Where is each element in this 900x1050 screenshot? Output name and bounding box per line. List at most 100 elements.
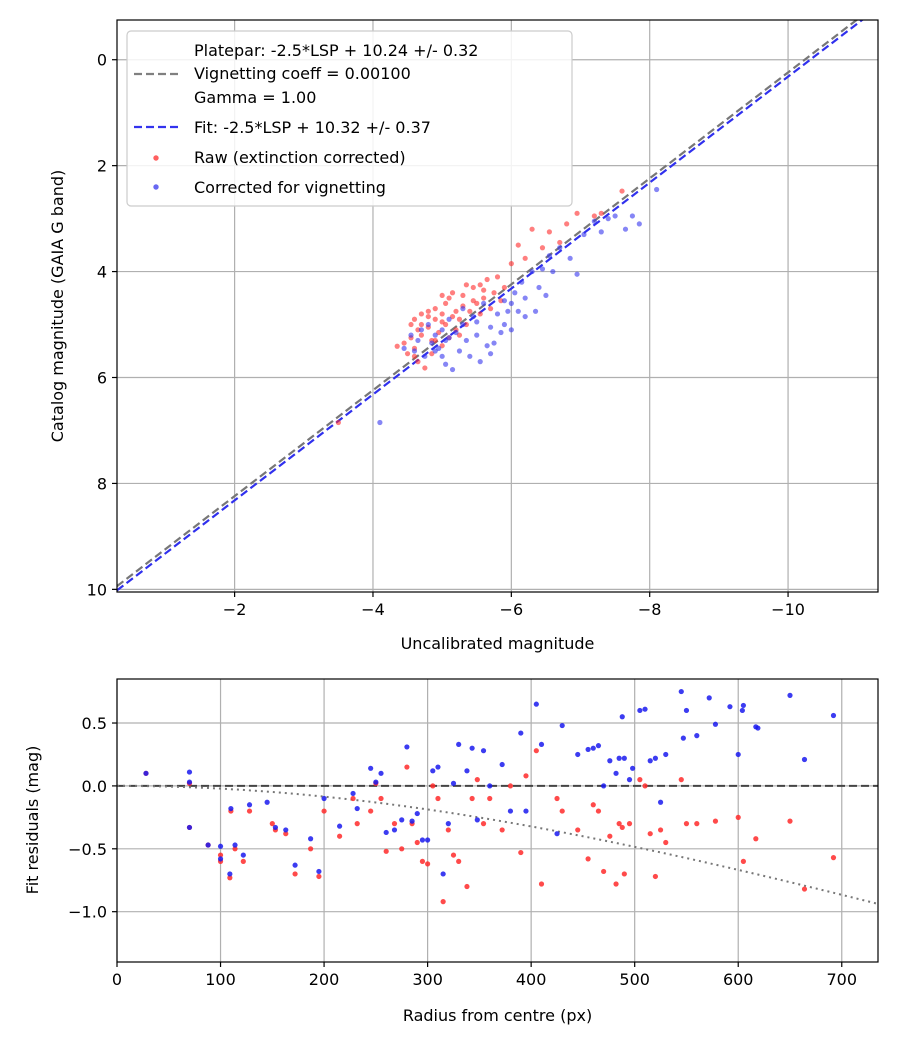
- raw-point: [712, 818, 719, 824]
- corrected-point: [377, 419, 383, 426]
- raw-point: [453, 308, 459, 314]
- corrected-point: [598, 229, 604, 235]
- corrected-point: [581, 231, 587, 238]
- corrected-point: [642, 706, 648, 712]
- raw-point: [418, 311, 424, 317]
- corrected-point: [435, 764, 441, 770]
- x-tick-label: 700: [826, 970, 857, 989]
- raw-point: [694, 821, 700, 827]
- corrected-point: [523, 808, 529, 814]
- corrected-point: [727, 704, 733, 710]
- corrected-point: [373, 779, 379, 785]
- corrected-point: [505, 308, 511, 314]
- raw-point: [432, 316, 438, 322]
- raw-point: [559, 808, 565, 814]
- raw-point: [415, 359, 421, 365]
- corrected-point: [507, 808, 514, 814]
- corrected-point: [450, 780, 457, 786]
- corrected-point: [321, 795, 327, 802]
- corrected-point: [801, 756, 808, 763]
- raw-point: [469, 795, 475, 802]
- top-axes-frame: [116, 19, 879, 593]
- corrected-point: [619, 714, 625, 720]
- fit-line-fit: [117, 20, 864, 592]
- raw-point: [564, 221, 570, 227]
- y-tick-label: 0.5: [82, 714, 107, 733]
- corrected-point: [515, 308, 521, 314]
- corrected-point: [429, 340, 435, 346]
- corrected-point: [519, 279, 525, 285]
- raw-point: [554, 795, 560, 802]
- catalog-vs-uncalibrated-plot: −2 −4 −6 −8 −10 0 2 4 6 8 10 Uncalibrated magnitud…: [48, 19, 879, 653]
- raw-point: [439, 292, 445, 299]
- corrected-point: [272, 824, 279, 831]
- corrected-point: [487, 324, 494, 330]
- corrected-point: [460, 321, 466, 328]
- corrected-point: [546, 253, 552, 259]
- corrected-point: [559, 722, 565, 729]
- raw-point: [401, 340, 407, 346]
- corrected-point: [391, 827, 398, 833]
- corrected-point: [538, 741, 545, 748]
- raw-point: [523, 773, 529, 779]
- corrected-point: [430, 768, 436, 774]
- raw-point: [595, 808, 602, 814]
- corrected-point: [621, 755, 627, 761]
- corrected-point: [575, 751, 581, 758]
- raw-point: [663, 839, 669, 846]
- top-y-axis-label: Catalog magnitude (GAIA G band): [48, 170, 67, 442]
- corrected-point: [446, 316, 452, 322]
- raw-point: [435, 795, 441, 802]
- y-tick-label: 8: [97, 474, 107, 493]
- corrected-point: [616, 755, 622, 761]
- residuals-vs-radius-plot: 0 100 200 300 400 500 600 700 0.5 0.0 −0.5 −1.0 Rad…: [23, 678, 879, 1025]
- raw-point: [501, 284, 508, 291]
- raw-point: [350, 795, 356, 802]
- corrected-point: [425, 837, 431, 843]
- corrected-point: [652, 755, 658, 761]
- raw-point: [463, 282, 469, 288]
- corrected-point: [449, 366, 456, 373]
- raw-point: [414, 839, 420, 846]
- corrected-point: [522, 313, 528, 320]
- raw-point: [508, 261, 514, 267]
- corrected-point: [533, 701, 539, 707]
- raw-point: [539, 245, 546, 251]
- raw-point: [425, 861, 431, 867]
- x-tick-label: 400: [516, 970, 547, 989]
- corrected-point: [539, 266, 546, 272]
- raw-point: [419, 858, 426, 864]
- corrected-point: [567, 255, 573, 261]
- corrected-point: [508, 327, 514, 333]
- corrected-point: [494, 311, 501, 317]
- corrected-point: [683, 707, 690, 714]
- corrected-point: [469, 745, 475, 751]
- corrected-point: [383, 829, 389, 836]
- raw-point: [422, 365, 428, 371]
- corrected-point: [217, 843, 224, 849]
- corrected-point: [143, 770, 149, 776]
- raw-point: [460, 292, 466, 299]
- corrected-point: [487, 351, 494, 357]
- corrected-point: [354, 805, 360, 812]
- raw-point: [487, 795, 493, 802]
- corrected-point: [456, 741, 462, 748]
- raw-point: [598, 210, 604, 216]
- corrected-point: [409, 818, 415, 824]
- raw-point: [591, 213, 597, 219]
- corrected-point: [399, 817, 405, 823]
- raw-point: [801, 886, 808, 892]
- raw-point: [683, 821, 690, 827]
- corrected-point: [680, 735, 686, 741]
- legend: Platepar: -2.5*LSP + 10.24 +/- 0.32 Vign…: [126, 30, 573, 207]
- legend-platepar-text: Platepar: -2.5*LSP + 10.24 +/- 0.32: [194, 41, 478, 60]
- corrected-point: [470, 313, 476, 320]
- corrected-point: [706, 695, 712, 701]
- x-tick-label: 300: [412, 970, 443, 989]
- y-tick-label: 10: [87, 580, 107, 599]
- corrected-point: [378, 770, 384, 776]
- bottom-axis-ticks: 0 100 200 300 400 500 600 700 0.5 0.0 −0.5 −1.0: [68, 714, 857, 989]
- legend-vignetting-text: Vignetting coeff = 0.00100: [194, 64, 411, 83]
- raw-point: [557, 239, 563, 246]
- corrected-point: [432, 348, 438, 354]
